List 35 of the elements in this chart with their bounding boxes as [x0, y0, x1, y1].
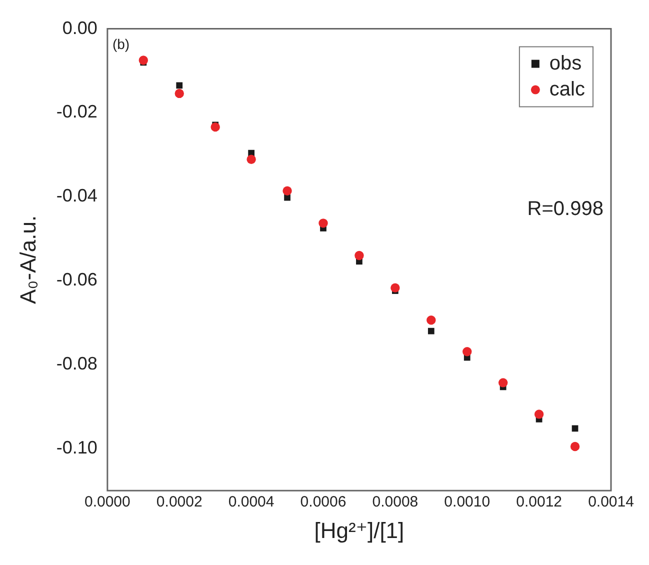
point [390, 283, 400, 292]
point [176, 82, 183, 89]
point [246, 154, 256, 164]
point [534, 410, 544, 419]
legend-label: obs [549, 52, 582, 74]
point [210, 122, 220, 132]
point [354, 250, 364, 260]
point [138, 56, 148, 65]
y-tick-label: -0.04 [56, 186, 98, 206]
y-tick-label: -0.10 [56, 438, 98, 458]
x-tick-label: 0.0006 [300, 494, 346, 511]
y-tick-label: -0.08 [56, 354, 98, 374]
x-tick-label: 0.0000 [84, 494, 130, 511]
annotation: R=0.998 [527, 198, 604, 220]
point [318, 218, 328, 228]
x-tick-label: 0.0002 [156, 494, 202, 511]
point [282, 186, 292, 196]
legend-label: calc [549, 78, 586, 100]
point [462, 347, 472, 356]
point [174, 88, 184, 98]
x-tick-label: 0.0008 [372, 494, 418, 511]
point [428, 328, 434, 334]
x-tick-label: 0.0010 [444, 494, 490, 511]
point [498, 378, 508, 388]
y-tick-label: -0.02 [56, 102, 98, 122]
x-tick-label: 0.0004 [228, 494, 274, 511]
x-tick-label: 0.0014 [588, 494, 634, 511]
point [426, 316, 436, 325]
x-axis-title: [Hg²⁺]/[1] [314, 518, 404, 543]
point [570, 442, 580, 452]
y-tick-label: 0.00 [62, 18, 98, 38]
annotation: (b) [112, 36, 130, 52]
y-tick-label: -0.06 [56, 270, 98, 290]
y-axis-title: A₀-A/a.u. [15, 215, 40, 304]
x-tick-label: 0.0012 [516, 494, 562, 511]
